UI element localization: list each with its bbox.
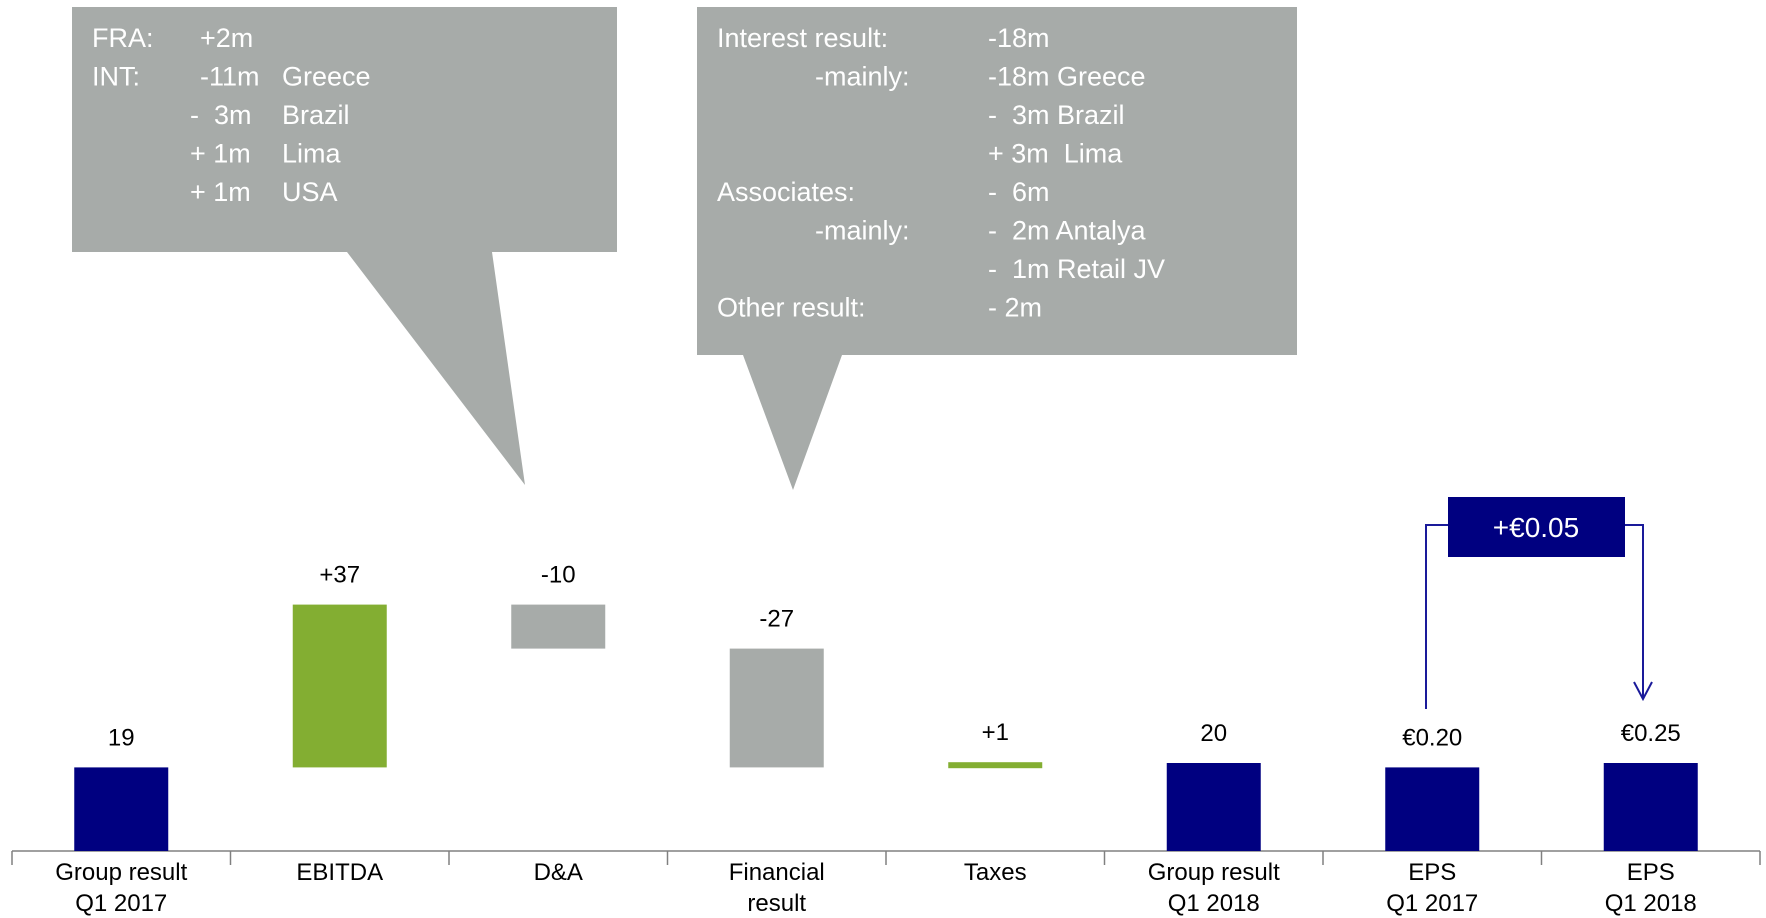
category-label-2-line-1: EBITDA	[296, 859, 383, 886]
bar-6	[1166, 763, 1261, 851]
callout-operating-r4-c1: + 1m	[190, 177, 251, 207]
value-label-1: 19	[108, 724, 135, 751]
callout-text-operating: FRA: +2m INT: -11m Greece - 3m Brazil + 1m Lima +…	[92, 23, 371, 207]
value-label-7: €0.20	[1402, 724, 1462, 751]
callout-financial-label-r4: Associates:	[717, 177, 855, 207]
category-label-7-line-1: EPS	[1408, 859, 1456, 886]
eps-connector-left	[1425, 524, 1448, 709]
value-label-4: -27	[759, 606, 794, 633]
callout-box-operating	[72, 7, 617, 485]
callout-operating-r0-c1: +2m	[200, 23, 253, 53]
category-label-6-line-1: Group result	[1148, 859, 1280, 886]
bar-8	[1603, 763, 1698, 851]
category-label-6-line-2: Q1 2018	[1168, 890, 1260, 917]
callout-operating-r1-c1: -11m	[200, 62, 260, 92]
category-label-1-line-2: Q1 2017	[75, 890, 167, 917]
value-labels: 19 +37 -10 -27 +1 20 €0.20 €0.25	[108, 562, 1681, 752]
callout-text-financial: Interest result: -18m -mainly: -18m Greece -…	[717, 23, 1165, 323]
callout-financial-value-r0: -18m	[988, 23, 1050, 53]
value-label-2: +37	[319, 562, 360, 589]
bar-1	[74, 767, 169, 851]
eps-difference-label: +€0.05	[1493, 512, 1579, 543]
bar-4	[729, 648, 824, 768]
bar-2	[292, 604, 387, 768]
category-label-1-line-1: Group result	[55, 859, 187, 886]
bars-layer	[74, 604, 1698, 851]
callout-financial-label-r7: Other result:	[717, 293, 866, 323]
callout-financial-value-r7: - 2m	[988, 293, 1042, 323]
callout-financial-value-r6: - 1m Retail JV	[988, 254, 1165, 284]
callout-operating-r3-c1: + 1m	[190, 139, 251, 169]
category-label-8-line-2: Q1 2018	[1605, 890, 1697, 917]
category-labels: Group result Q1 2017 EBITDA D&A Financial res…	[55, 859, 1697, 917]
category-label-3-line-1: D&A	[534, 859, 583, 886]
callout-financial-label-r1: -mainly:	[815, 62, 910, 92]
eps-difference-box	[1448, 497, 1625, 557]
callout-box-financial	[697, 7, 1297, 490]
category-axis	[11, 850, 1761, 865]
value-label-8: €0.25	[1621, 720, 1681, 747]
bar-5	[948, 762, 1043, 769]
callout-operating-r2-c2: Brazil	[282, 100, 350, 130]
value-label-6: 20	[1200, 720, 1227, 747]
callout-operating-r1-c2: Greece	[282, 62, 371, 92]
bar-7	[1385, 767, 1480, 851]
eps-difference-annotation: +€0.05	[1425, 497, 1653, 709]
callout-financial-value-r5: - 2m Antalya	[988, 216, 1147, 246]
callout-financial-value-r3: + 3m Lima	[988, 139, 1123, 169]
callout-financial-label-r0: Interest result:	[717, 23, 888, 53]
value-label-3: -10	[541, 562, 576, 589]
callout-financial-value-r1: -18m Greece	[988, 62, 1146, 92]
category-label-4-line-1: Financial	[729, 859, 825, 886]
callout-operating-r4-c2: USA	[282, 177, 338, 207]
callout-financial-value-r4: - 6m	[988, 177, 1050, 207]
bar-3	[511, 604, 606, 649]
callout-layer: FRA: +2m INT: -11m Greece - 3m Brazil + 1m Lima +…	[72, 7, 1297, 490]
category-label-5-line-1: Taxes	[964, 859, 1027, 886]
callout-operating-r2-c1: - 3m	[190, 100, 252, 130]
callout-financial-label-r5: -mainly:	[815, 216, 910, 246]
callout-operating-r0-c0: FRA:	[92, 23, 154, 53]
eps-arrowhead	[1633, 681, 1653, 702]
callout-financial-value-r2: - 3m Brazil	[988, 100, 1125, 130]
category-label-4-line-2: result	[747, 890, 806, 917]
callout-operating-r1-c0: INT:	[92, 62, 140, 92]
eps-connector-right	[1625, 524, 1644, 697]
value-label-5: +1	[982, 719, 1009, 746]
category-label-7-line-2: Q1 2017	[1386, 890, 1478, 917]
category-label-8-line-1: EPS	[1627, 859, 1675, 886]
callout-operating-r3-c2: Lima	[282, 139, 342, 169]
